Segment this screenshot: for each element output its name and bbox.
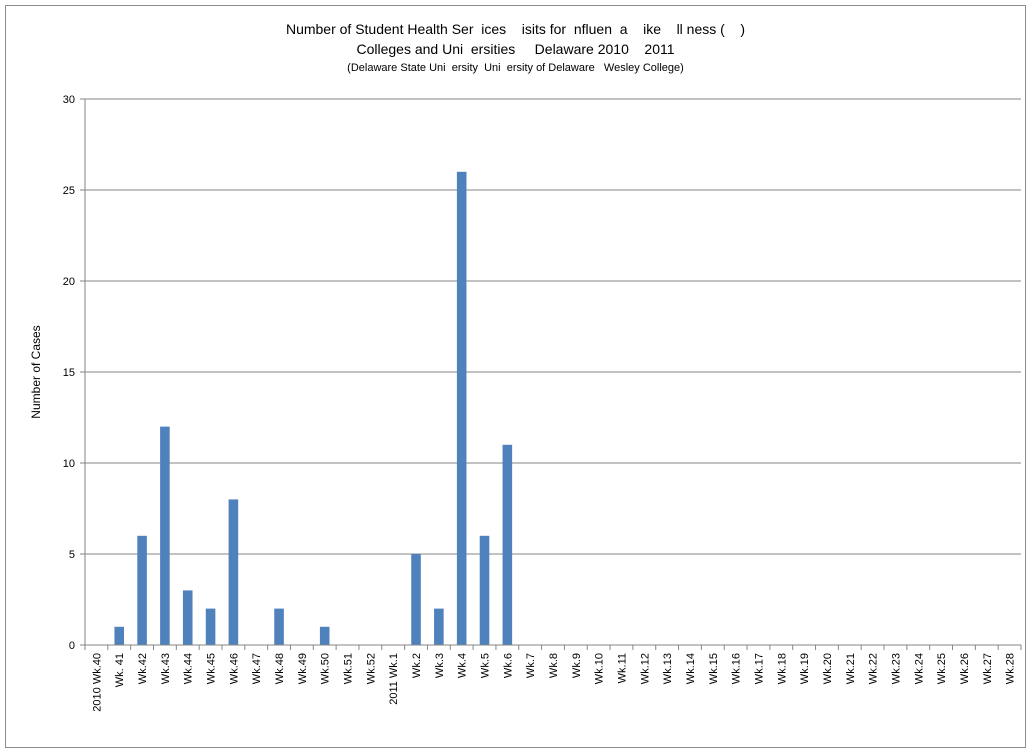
bars: [114, 171, 513, 646]
x-tick-label: Wk.10: [594, 653, 606, 684]
x-tick-label: Wk.7: [525, 653, 537, 678]
x-tick-label: Wk.25: [936, 653, 948, 684]
x-tick-label: Wk.43: [160, 653, 172, 684]
bar: [456, 171, 467, 646]
x-tick-label: Wk.47: [251, 653, 263, 684]
x-tick-label: Wk.15: [708, 653, 720, 684]
x-tick-label: Wk.18: [776, 653, 788, 684]
bar: [182, 590, 193, 645]
x-tick-label: Wk.46: [228, 653, 240, 684]
bar: [274, 608, 284, 645]
x-tick-label: Wk.44: [183, 653, 195, 684]
chart-subtitle: Colleges and Uni ersities Delaware 2010 …: [356, 41, 675, 57]
x-tick-label: Wk.17: [753, 653, 765, 684]
chart-note: (Delaware State Uni ersity Uni ersity of…: [347, 62, 684, 74]
x-tick-label: Wk.42: [137, 653, 149, 684]
x-tick-label: Wk.16: [731, 653, 743, 684]
x-tick-label: Wk.26: [959, 653, 971, 684]
x-tick-label: Wk.24: [913, 653, 925, 684]
bar: [114, 626, 125, 645]
y-tick-label: 5: [69, 549, 75, 561]
x-tick-label: Wk.8: [548, 653, 560, 678]
x-tick-label: Wk.14: [685, 653, 697, 684]
bar: [411, 554, 421, 645]
x-tick-label: Wk.2: [411, 653, 423, 678]
y-axis-label: Number of Cases: [29, 325, 43, 418]
y-axis: 0 5 10 15 20 25 30: [63, 94, 86, 652]
x-tick-label: Wk.21: [845, 653, 857, 684]
x-tick-label: Wk.49: [297, 653, 309, 684]
x-tick-label: 2010 Wk.40: [91, 653, 103, 712]
x-tick-label: Wk.28: [1005, 653, 1017, 684]
bar: [319, 626, 330, 645]
y-tick-label: 10: [63, 458, 75, 470]
x-tick-label: Wk. 41: [114, 653, 126, 687]
y-tick-label: 25: [63, 185, 75, 197]
x-tick-label: Wk.51: [343, 653, 355, 684]
chart-area: [5, 5, 1026, 748]
x-tick-label: 2011 Wk.1: [388, 653, 400, 705]
chart-title: Number of Student Health Ser ices isits …: [285, 21, 746, 37]
x-tick-label: Wk.45: [206, 653, 218, 684]
x-tick-label: Wk.23: [890, 653, 902, 684]
x-tick-label: Wk.3: [434, 653, 446, 678]
x-tick-label: Wk.5: [480, 653, 492, 678]
bar: [160, 426, 170, 645]
y-tick-label: 15: [63, 367, 75, 379]
x-axis: 2010 Wk.40 Wk. 41 Wk.42 Wk.43 Wk.44 Wk.45 Wk.4…: [84, 644, 1022, 712]
y-tick-label: 30: [63, 94, 75, 106]
bar: [137, 535, 147, 645]
x-tick-label: Wk.52: [365, 653, 377, 684]
x-tick-label: Wk.9: [571, 653, 583, 678]
x-tick-label: Wk.27: [982, 653, 994, 684]
x-tick-label: Wk.11: [616, 653, 628, 683]
bar: [479, 535, 490, 645]
x-tick-label: Wk.50: [320, 653, 332, 684]
x-tick-label: Wk.13: [662, 653, 674, 684]
x-tick-label: Wk.4: [457, 653, 469, 678]
bar: [228, 499, 239, 645]
gridlines: [85, 98, 1021, 555]
x-tick-label: Wk.12: [639, 653, 651, 684]
y-tick-label: 20: [63, 276, 75, 288]
bar: [502, 444, 513, 645]
x-tick-label: Wk.48: [274, 653, 286, 684]
bar: [434, 608, 444, 645]
bar: [205, 608, 216, 645]
x-tick-label: Wk.19: [799, 653, 811, 684]
x-tick-label: Wk.20: [822, 653, 834, 684]
x-tick-label: Wk.6: [502, 653, 514, 678]
y-tick-label: 0: [69, 640, 75, 652]
x-tick-label: Wk.22: [868, 653, 880, 684]
